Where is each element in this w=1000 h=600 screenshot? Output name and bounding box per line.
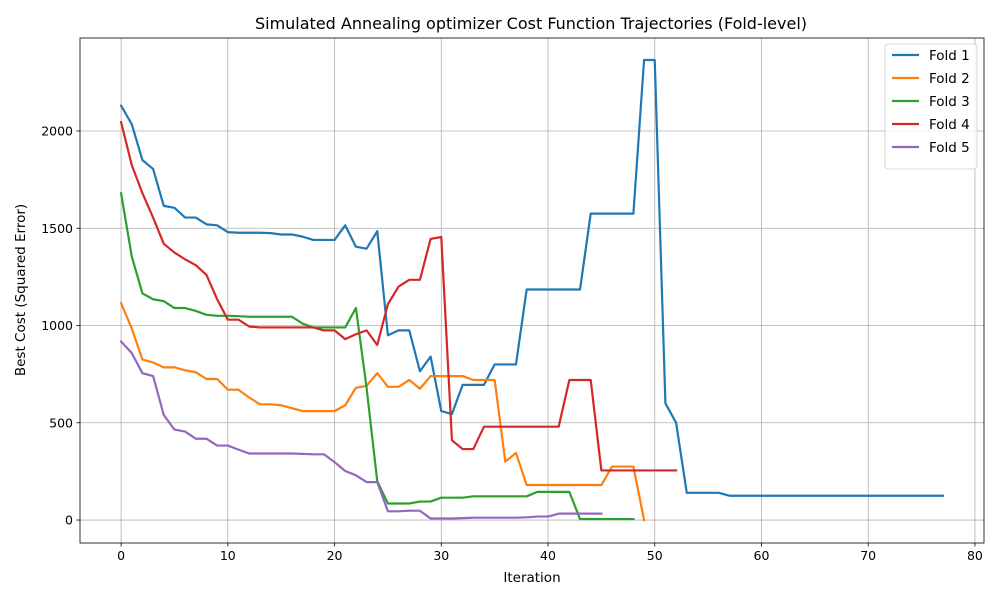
series-line-fold-4 [119,120,678,472]
series-line-fold-2 [119,301,646,522]
x-tick-label: 0 [117,548,125,563]
series-line-fold-1 [119,58,945,497]
x-tick-label: 30 [433,548,449,563]
legend-label: Fold 4 [929,117,970,133]
y-axis-label: Best Cost (Squared Error) [13,204,29,376]
legend-label: Fold 5 [929,140,970,156]
y-tick-label: 2000 [41,123,73,138]
x-tick-label: 10 [220,548,236,563]
legend-label: Fold 2 [929,71,970,87]
y-tick-label: 0 [65,513,73,528]
x-tick-label: 20 [327,548,343,563]
legend-label: Fold 1 [929,48,970,64]
plot-frame [79,37,985,544]
x-tick-label: 80 [967,548,983,563]
x-tick-label: 50 [647,548,663,563]
y-tick-label: 1000 [41,318,73,333]
x-tick-label: 60 [754,548,770,563]
x-axis-label: Iteration [503,570,560,586]
series-lines [119,58,945,522]
legend-frame [884,43,978,170]
series-line-fold-5 [119,339,603,520]
grid [80,38,984,543]
y-tick-label: 1500 [41,221,73,236]
plot-area: 0 10 20 30 40 50 60 70 80 0 500 1000 1500 2000 [41,37,985,563]
x-tick-label: 40 [540,548,556,563]
legend: Fold 1 Fold 2 Fold 3 Fold 4 Fold 5 [884,43,978,170]
legend-label: Fold 3 [929,94,970,110]
chart-title: Simulated Annealing optimizer Cost Funct… [255,14,807,33]
x-tick-label: 70 [860,548,876,563]
y-tick-label: 500 [49,415,73,430]
ticks: 0 10 20 30 40 50 60 70 80 0 500 1000 1500 2000 [41,123,983,563]
